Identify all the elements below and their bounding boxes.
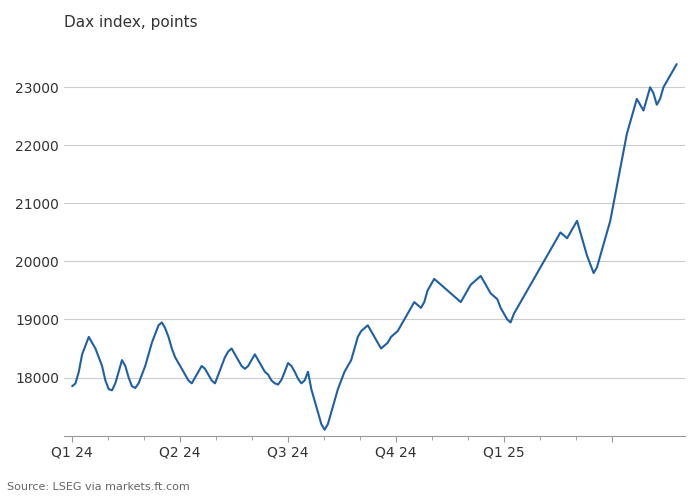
Text: Source: LSEG via markets.ft.com: Source: LSEG via markets.ft.com bbox=[7, 482, 190, 492]
Text: Dax index, points: Dax index, points bbox=[64, 15, 197, 30]
